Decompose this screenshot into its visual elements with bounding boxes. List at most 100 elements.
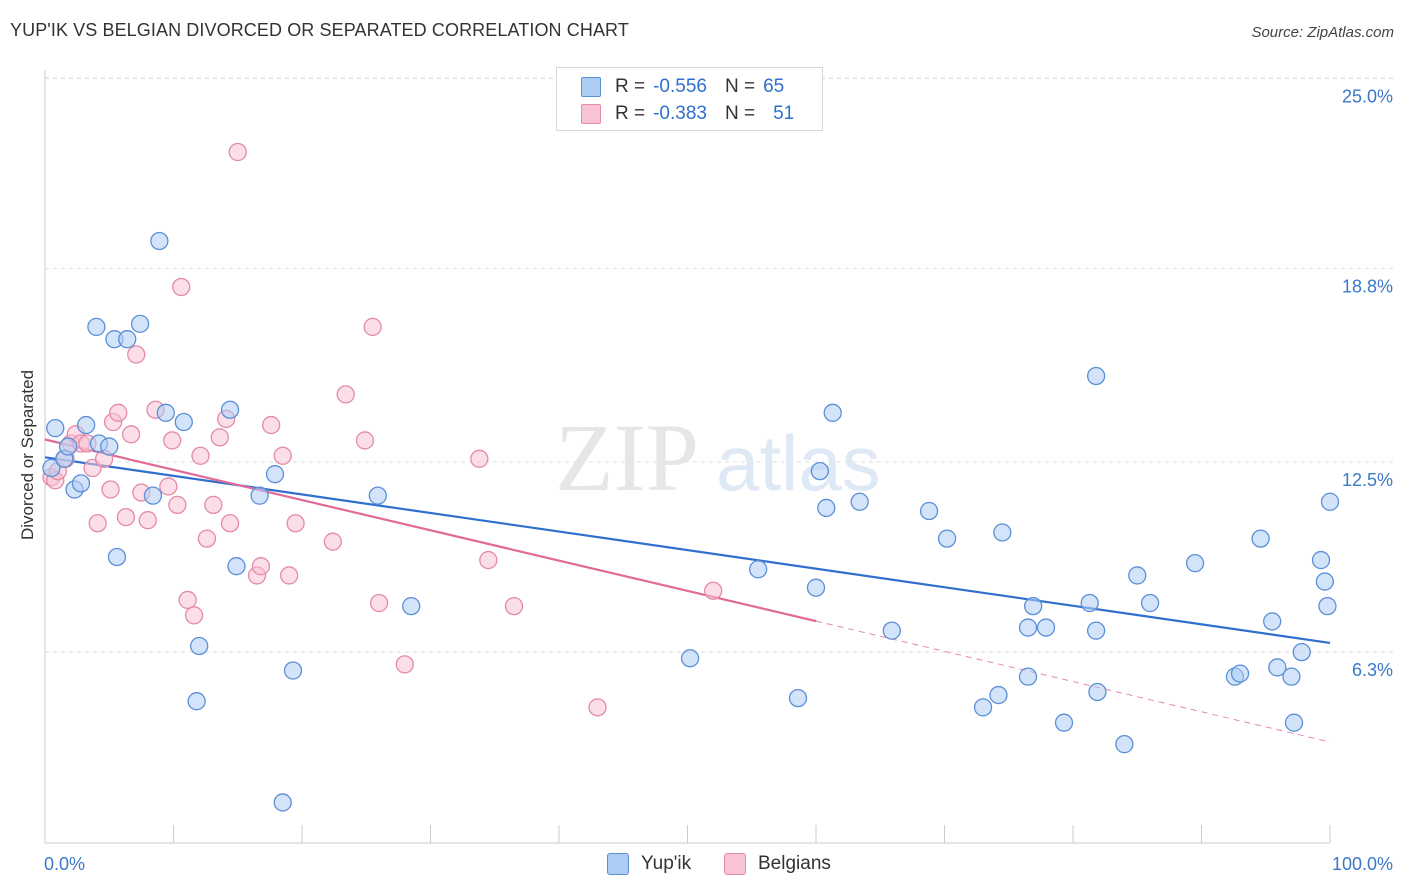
legend-swatch-belgians — [581, 104, 601, 124]
yupik-point — [187, 692, 206, 711]
stats-legend: R = -0.556 N = 65 R = -0.383 N = 51 — [556, 67, 823, 131]
series-label-belgians: Belgians — [758, 853, 831, 874]
yupik-point — [1080, 593, 1099, 613]
belgian-point — [363, 317, 382, 337]
yupik-point — [680, 649, 700, 668]
yupik-point — [1024, 596, 1043, 616]
yupik-point — [156, 403, 175, 422]
yupik-point — [1140, 593, 1160, 613]
series-swatch-belgians — [724, 853, 746, 875]
yupik-point — [1284, 713, 1304, 732]
series-legend-belgians[interactable]: Belgians — [724, 852, 831, 876]
yupik-point — [1088, 682, 1107, 702]
watermark: ZIP atlas — [555, 404, 881, 511]
belgian-point — [178, 590, 197, 610]
yupik-point — [402, 596, 421, 616]
yupik-point — [823, 403, 842, 422]
yupik-point — [265, 465, 285, 484]
yupik-point — [250, 486, 269, 505]
y-tick-label: 18.8% — [1342, 277, 1393, 297]
legend-r-label: R = — [615, 76, 646, 97]
belgian-point — [109, 403, 128, 422]
belgian-point — [279, 566, 299, 585]
yupik-point — [1311, 550, 1331, 570]
axes-layer: 6.3% 12.5% 18.8% 25.0% 0.0% 100.0% — [44, 70, 1393, 874]
x-tick-label-max: 100.0% — [1332, 854, 1393, 874]
belgian-point — [355, 431, 375, 450]
yupik-point — [993, 523, 1012, 542]
source-label: Source: ZipAtlas.com — [1251, 24, 1394, 41]
legend-r-value-belgians: -0.383 — [653, 103, 707, 124]
legend-row-belgians: R = -0.383 N = 51 — [581, 102, 794, 126]
points-layer — [42, 142, 1340, 812]
belgian-point — [504, 596, 524, 616]
belgian-point — [138, 511, 157, 530]
belgian-point — [336, 385, 355, 404]
yupik-point — [190, 636, 209, 656]
belgian-point — [228, 142, 247, 162]
belgian-point — [184, 606, 204, 625]
belgian-point — [121, 425, 141, 444]
yupik-point — [368, 486, 387, 505]
yupik-point — [1320, 492, 1340, 511]
belgian-point — [470, 449, 489, 468]
yupik-point — [76, 415, 96, 435]
yupik-point — [143, 486, 163, 505]
belgian-point — [159, 477, 178, 496]
belgian-point — [88, 514, 107, 533]
yupik-point — [1315, 572, 1335, 591]
belgian-point — [369, 593, 389, 613]
belgian-trend-extension — [815, 620, 1331, 743]
legend-n-value-belgians: 51 — [773, 103, 795, 124]
y-tick-label: 25.0% — [1342, 86, 1393, 106]
yupik-point — [273, 793, 292, 812]
belgian-point — [163, 431, 182, 450]
yupik-point — [1128, 566, 1147, 585]
yupik-point — [220, 400, 240, 419]
yupik-point — [1115, 735, 1134, 754]
yupik-point — [1292, 642, 1311, 662]
yupik-point — [1263, 612, 1282, 631]
chart-title: YUP'IK VS BELGIAN DIVORCED OR SEPARATED … — [10, 20, 629, 40]
belgian-point — [479, 550, 498, 570]
belgian-point — [204, 495, 223, 515]
yupik-point — [806, 578, 826, 597]
belgian-point — [704, 581, 723, 600]
yupik-point — [58, 437, 78, 456]
legend-r-label: R = — [615, 103, 646, 124]
belgian-point — [168, 495, 187, 515]
yupik-point — [100, 437, 119, 456]
series-legend-yupik[interactable]: Yup'ik — [607, 852, 691, 876]
yupik-point — [1185, 553, 1205, 573]
yupik-point — [1318, 596, 1337, 616]
yupik-point — [1086, 621, 1106, 640]
belgian-trend-line — [44, 438, 817, 623]
watermark-atlas: atlas — [716, 419, 881, 507]
belgian-point — [172, 277, 191, 297]
yupik-point — [1251, 529, 1270, 548]
legend-swatch-yupik — [581, 77, 601, 97]
belgian-point — [262, 415, 281, 435]
yupik-point — [850, 492, 869, 511]
yupik-point — [810, 461, 830, 481]
belgian-point — [220, 514, 240, 533]
yupik-point — [130, 314, 150, 333]
yupik-point — [107, 547, 127, 567]
x-tick-label-min: 0.0% — [44, 854, 85, 874]
belgian-point — [210, 428, 229, 447]
y-tick-label: 6.3% — [1352, 660, 1393, 680]
yupik-point — [1018, 618, 1038, 637]
yupik-point — [919, 501, 939, 521]
yupik-point — [1230, 664, 1250, 683]
yupik-point — [174, 412, 193, 432]
yupik-point — [749, 560, 768, 579]
yupik-point — [1268, 658, 1287, 677]
yupik-point — [1282, 667, 1301, 686]
yupik-point — [71, 474, 91, 493]
belgian-point — [101, 480, 120, 499]
yupik-point — [1054, 713, 1074, 732]
yupik-point — [1036, 618, 1056, 637]
yupik-point — [283, 661, 303, 680]
yupik-point — [788, 688, 808, 708]
